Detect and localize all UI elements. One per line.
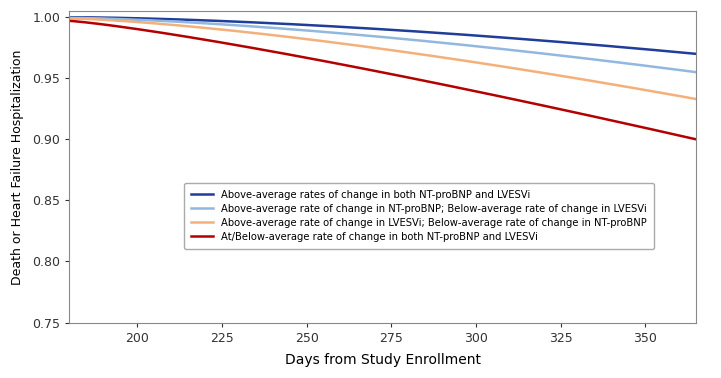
Y-axis label: Death or Heart Failure Hospitalization: Death or Heart Failure Hospitalization	[11, 49, 24, 285]
X-axis label: Days from Study Enrollment: Days from Study Enrollment	[285, 353, 481, 367]
Legend: Above-average rates of change in both NT-proBNP and LVESVi, Above-average rate o: Above-average rates of change in both NT…	[184, 183, 654, 249]
